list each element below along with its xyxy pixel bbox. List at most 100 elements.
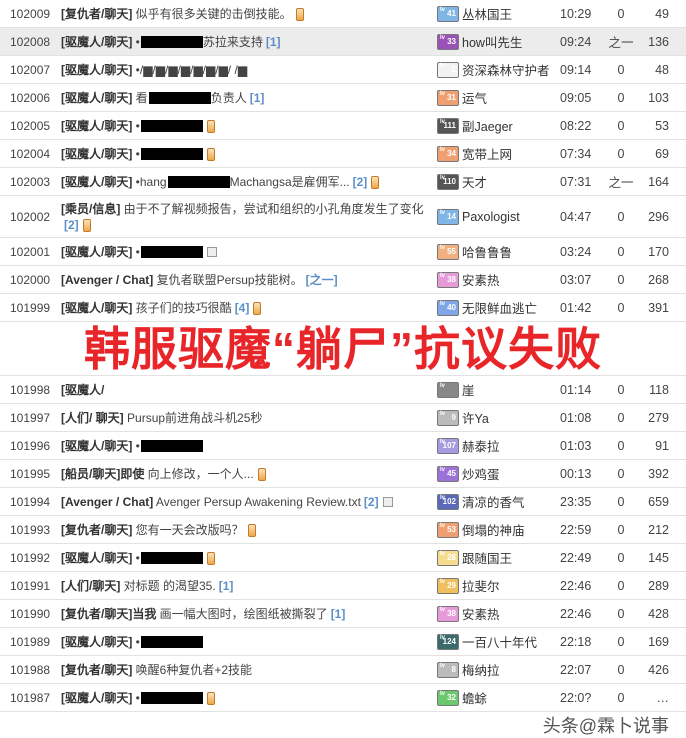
- thread-title[interactable]: [驱魔人/聊天] •: [61, 550, 433, 566]
- author-name[interactable]: 梅纳拉: [462, 664, 500, 678]
- thread-text[interactable]: 画一幅大图时，绘图纸被撕裂了: [159, 606, 328, 621]
- author[interactable]: 32 蟾蜍: [437, 687, 560, 707]
- author[interactable]: 53 倒塌的神庙: [437, 519, 560, 539]
- table-row[interactable]: 101997 [人们/ 聊天] Pursup前进角战斗机25秒 9 许Ya 01…: [0, 404, 686, 432]
- author[interactable]: 2 资深森林守护者: [437, 59, 560, 79]
- thread-text[interactable]: •: [135, 690, 140, 705]
- table-row[interactable]: 101990 [复仇者/聊天]当我 画一幅大图时，绘图纸被撕裂了[1] 38 安…: [0, 600, 686, 628]
- thread-text[interactable]: •: [135, 146, 140, 161]
- thread-text[interactable]: 复仇者联盟Persup技能树。: [156, 272, 303, 287]
- thread-text[interactable]: 孩子们的技巧很酷: [135, 300, 232, 315]
- author[interactable]: 9 许Ya: [437, 407, 560, 427]
- author-name[interactable]: 蟾蜍: [462, 692, 488, 706]
- thread-title[interactable]: [复仇者/聊天] 唤醒6种复仇者+2技能: [61, 662, 433, 678]
- reply-page-link[interactable]: [1]: [265, 34, 281, 49]
- thread-text[interactable]: •: [135, 634, 140, 649]
- thread-text[interactable]: 看: [135, 90, 148, 105]
- author[interactable]: 110 天才: [437, 171, 560, 191]
- thread-text[interactable]: 对标题 的渴望35.: [123, 578, 216, 593]
- thread-title[interactable]: [Avenger / Chat] Avenger Persup Awakenin…: [61, 494, 433, 510]
- table-row[interactable]: 102009 [复仇者/聊天] 似乎有很多关键的击倒技能。 41 丛林国王 10…: [0, 0, 686, 28]
- thread-title[interactable]: [驱魔人/聊天] •: [61, 244, 433, 260]
- author-name[interactable]: 哈鲁鲁鲁: [462, 246, 513, 260]
- reply-page-link[interactable]: [4]: [234, 300, 250, 315]
- table-row[interactable]: 102001 [驱魔人/聊天] • 55 哈鲁鲁鲁 03:24 0 170: [0, 238, 686, 266]
- author-name[interactable]: 许Ya: [462, 412, 489, 426]
- author[interactable]: 38 安素热: [437, 603, 560, 623]
- thread-title[interactable]: [驱魔人/聊天] •: [61, 438, 433, 454]
- author[interactable]: 124 一百八十年代: [437, 631, 560, 651]
- author[interactable]: 38 安素热: [437, 269, 560, 289]
- author[interactable]: 45 炒鸡蛋: [437, 463, 560, 483]
- author-name[interactable]: 拉斐尔: [462, 580, 500, 594]
- thread-text-tail[interactable]: Machangsa是雇佣军...: [229, 174, 350, 189]
- thread-text[interactable]: •: [135, 34, 140, 49]
- author-name[interactable]: 丛林国王: [462, 8, 513, 22]
- author-name[interactable]: 清凉的香气: [462, 496, 525, 510]
- thread-text[interactable]: •: [135, 438, 140, 453]
- table-row[interactable]: 102007 [驱魔人/聊天] •/▆/▆/▆/▆/▆/▆/▆/ /▆ 2 资深…: [0, 56, 686, 84]
- thread-title[interactable]: [乘员/信息] 由于不了解视频报告，尝试和组织的小孔角度发生了变化 [2]: [61, 201, 433, 233]
- table-row[interactable]: 101996 [驱魔人/聊天] • 107 赫泰拉 01:03 0 91: [0, 432, 686, 460]
- table-row[interactable]: 102006 [驱魔人/聊天] 看 负责人[1] 31 运气 09:05 0 10…: [0, 84, 686, 112]
- thread-text[interactable]: Pursup前进角战斗机25秒: [127, 410, 263, 425]
- author-name[interactable]: 运气: [462, 92, 488, 106]
- author-name[interactable]: 天才: [462, 176, 488, 190]
- table-row[interactable]: 101998 [驱魔人/ 崖 01:14 0 118: [0, 376, 686, 404]
- author[interactable]: 33 how叫先生: [437, 31, 560, 51]
- thread-title[interactable]: [复仇者/聊天] 似乎有很多关键的击倒技能。: [61, 6, 433, 22]
- thread-text-tail[interactable]: 苏拉来支持: [202, 34, 263, 49]
- thread-text[interactable]: 您有一天会改版吗？: [135, 522, 244, 537]
- thread-title[interactable]: [驱魔人/聊天] •: [61, 146, 433, 162]
- thread-text[interactable]: •/▆/▆/▆/▆/▆/▆/▆/ /▆: [135, 62, 248, 77]
- author[interactable]: 40 无限鲜血逃亡: [437, 297, 560, 317]
- thread-text[interactable]: 唤醒6种复仇者+2技能: [135, 662, 253, 677]
- thread-title[interactable]: [驱魔人/: [61, 382, 433, 398]
- table-row[interactable]: 101994 [Avenger / Chat] Avenger Persup A…: [0, 488, 686, 516]
- reply-page-link[interactable]: [1]: [249, 90, 265, 105]
- table-row[interactable]: 101991 [人们/聊天] 对标题 的渴望35.[1] 29 拉斐尔 22:4…: [0, 572, 686, 600]
- thread-title[interactable]: [人们/ 聊天] Pursup前进角战斗机25秒: [61, 410, 433, 426]
- author-name[interactable]: 安素热: [462, 608, 500, 622]
- reply-page-link[interactable]: [2]: [363, 494, 379, 509]
- table-row[interactable]: 101993 [复仇者/聊天] 您有一天会改版吗？ 53 倒塌的神庙 22:59…: [0, 516, 686, 544]
- author-name[interactable]: 宽带上网: [462, 148, 513, 162]
- thread-title[interactable]: [驱魔人/聊天] •/▆/▆/▆/▆/▆/▆/▆/ /▆: [61, 62, 433, 78]
- thread-title[interactable]: [驱魔人/聊天] •hang Machangsa是雇佣军... [2]: [61, 174, 433, 190]
- table-row[interactable]: 102002 [乘员/信息] 由于不了解视频报告，尝试和组织的小孔角度发生了变化…: [0, 196, 686, 238]
- author[interactable]: 28 跟随国王: [437, 547, 560, 567]
- table-row[interactable]: 101995 [船员/聊天]即使 向上修改，一个人... 45 炒鸡蛋 00:1…: [0, 460, 686, 488]
- thread-text[interactable]: 似乎有很多关键的击倒技能。: [135, 6, 292, 21]
- thread-text[interactable]: •hang: [135, 174, 167, 189]
- thread-text[interactable]: 由于不了解视频报告，尝试和组织的小孔角度发生了变化: [123, 201, 424, 216]
- author-name[interactable]: 一百八十年代: [462, 636, 538, 650]
- thread-title[interactable]: [驱魔人/聊天] 看 负责人 [1]: [61, 90, 433, 106]
- thread-title[interactable]: [驱魔人/聊天] 孩子们的技巧很酷 [4]: [61, 300, 433, 316]
- author-name[interactable]: 炒鸡蛋: [462, 468, 500, 482]
- author-name[interactable]: 跟随国王: [462, 552, 513, 566]
- thread-title[interactable]: [复仇者/聊天] 您有一天会改版吗？: [61, 522, 433, 538]
- thread-title[interactable]: [Avenger / Chat] 复仇者联盟Persup技能树。 [之一]: [61, 272, 433, 288]
- reply-page-link[interactable]: [2]: [64, 217, 79, 232]
- author-name[interactable]: 无限鲜血逃亡: [462, 302, 538, 316]
- thread-text[interactable]: Avenger Persup Awakening Review.txt: [155, 494, 361, 509]
- table-row[interactable]: 101987 [驱魔人/聊天] • 32 蟾蜍 22:0? 0 …: [0, 684, 686, 712]
- reply-page-link[interactable]: [1]: [330, 606, 346, 621]
- table-row[interactable]: 102004 [驱魔人/聊天] • 34 宽带上网 07:34 0 69: [0, 140, 686, 168]
- author[interactable]: 14 Paxologist: [437, 206, 560, 225]
- author[interactable]: 55 哈鲁鲁鲁: [437, 241, 560, 261]
- author-name[interactable]: 资深森林守护者: [462, 64, 550, 78]
- table-row[interactable]: 102000 [Avenger / Chat] 复仇者联盟Persup技能树。[…: [0, 266, 686, 294]
- table-row[interactable]: 102008 [驱魔人/聊天] • 苏拉来支持[1] 33 how叫先生 09:2…: [0, 28, 686, 56]
- thread-text[interactable]: 向上修改，一个人...: [147, 466, 254, 481]
- reply-page-link[interactable]: [之一]: [305, 272, 338, 287]
- thread-title[interactable]: [驱魔人/聊天] • 苏拉来支持 [1]: [61, 34, 433, 50]
- thread-text[interactable]: •: [135, 118, 140, 133]
- thread-title[interactable]: [复仇者/聊天]当我 画一幅大图时，绘图纸被撕裂了 [1]: [61, 606, 433, 622]
- table-row[interactable]: 101992 [驱魔人/聊天] • 28 跟随国王 22:49 0 145: [0, 544, 686, 572]
- thread-text[interactable]: •: [135, 550, 140, 565]
- thread-text[interactable]: •: [135, 244, 140, 259]
- thread-title[interactable]: [驱魔人/聊天] •: [61, 118, 433, 134]
- author-name[interactable]: 崖: [462, 384, 475, 398]
- author[interactable]: 111 副Jaeger: [437, 115, 560, 135]
